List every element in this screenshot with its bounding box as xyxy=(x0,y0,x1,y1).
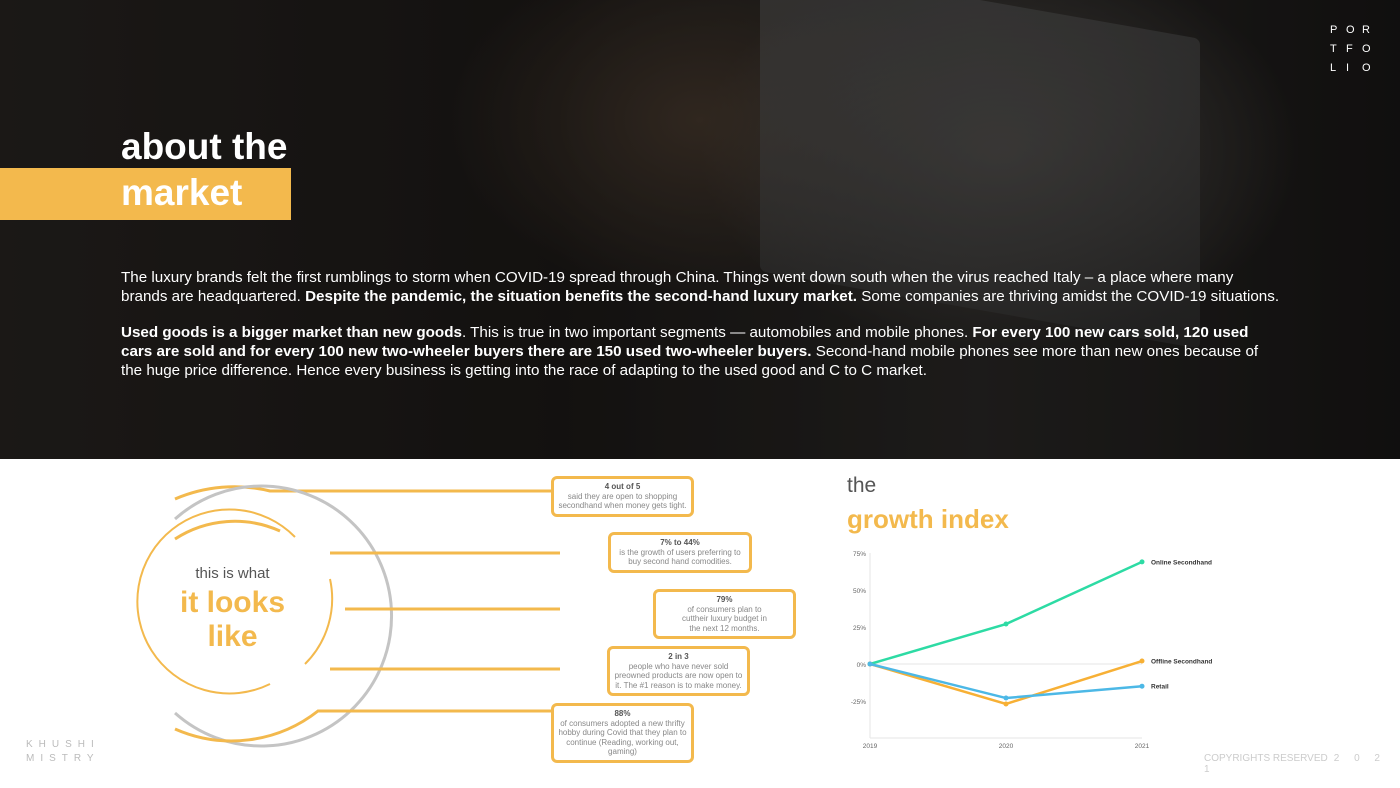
looks-title: it looks like xyxy=(179,586,285,653)
portfolio-letter: F xyxy=(1346,43,1354,55)
portfolio-letter: P xyxy=(1330,24,1339,36)
y-tick-label: 0% xyxy=(857,662,867,669)
data-point xyxy=(1003,701,1009,707)
series-label: Retail xyxy=(1151,684,1169,691)
series-line xyxy=(869,662,1143,700)
series-label: Online Secondhand xyxy=(1151,559,1212,566)
title-highlight-bar xyxy=(0,168,291,220)
portfolio-letter: T xyxy=(1330,43,1338,55)
inner-ring xyxy=(136,508,296,695)
intro-paragraph: The luxury brands felt the first rumblin… xyxy=(121,269,1280,305)
growth-title: growth index xyxy=(847,504,1009,534)
x-tick-label: 2020 xyxy=(999,743,1014,750)
circle-decoration xyxy=(136,484,560,748)
gray-ring xyxy=(174,484,393,748)
y-tick-label: 25% xyxy=(853,625,866,632)
copyright: COPYRIGHTS RESERVED 2 0 2 1 xyxy=(1204,753,1386,775)
portfolio-letter: O xyxy=(1346,24,1356,36)
data-point xyxy=(1003,621,1009,627)
data-point xyxy=(1003,695,1009,701)
market-paragraph: Used goods is a bigger market than new g… xyxy=(121,324,1259,379)
stat-card: 2 in 3 people who have never sold preowne… xyxy=(607,646,750,696)
connector-line-1 xyxy=(174,485,552,501)
y-tick-label: -25% xyxy=(851,699,866,706)
portfolio-letter: O xyxy=(1362,62,1372,74)
connector-line-5 xyxy=(174,709,552,743)
y-tick-label: 75% xyxy=(853,551,866,558)
stat-card: 88% of consumers adopted a new thrifty ho… xyxy=(551,703,694,763)
author-name: KHUSHI MISTRY xyxy=(26,739,100,764)
portfolio-letter: O xyxy=(1362,43,1372,55)
portfolio-letter: I xyxy=(1346,62,1351,74)
stat-card: 7% to 44% is the growth of users preferri… xyxy=(608,532,752,573)
data-point xyxy=(1139,559,1145,565)
y-tick-label: 50% xyxy=(853,588,866,595)
growth-line-chart: 75% 50% 25% 0% -25% 2019 2020 2021 Online Second… xyxy=(851,551,1213,750)
data-point xyxy=(867,661,873,667)
page-title-line1: about the xyxy=(121,126,288,167)
series-label: Offline Secondhand xyxy=(1151,659,1212,666)
growth-subtitle: the xyxy=(847,474,877,497)
portfolio-letter: R xyxy=(1362,24,1371,36)
data-point xyxy=(1139,683,1145,689)
hero-banner xyxy=(0,0,1400,459)
stat-card: 79% of consumers plan to cuttheir luxury … xyxy=(653,589,796,639)
looks-subtitle: this is what xyxy=(195,565,270,582)
portfolio-letter: L xyxy=(1330,62,1338,74)
page-title-line2: market xyxy=(121,172,243,213)
data-point xyxy=(1139,658,1145,664)
series-line xyxy=(869,560,1143,666)
x-tick-label: 2021 xyxy=(1135,743,1150,750)
x-tick-label: 2019 xyxy=(863,743,878,750)
stat-card: 4 out of 5 said they are open to shopping… xyxy=(551,476,694,517)
